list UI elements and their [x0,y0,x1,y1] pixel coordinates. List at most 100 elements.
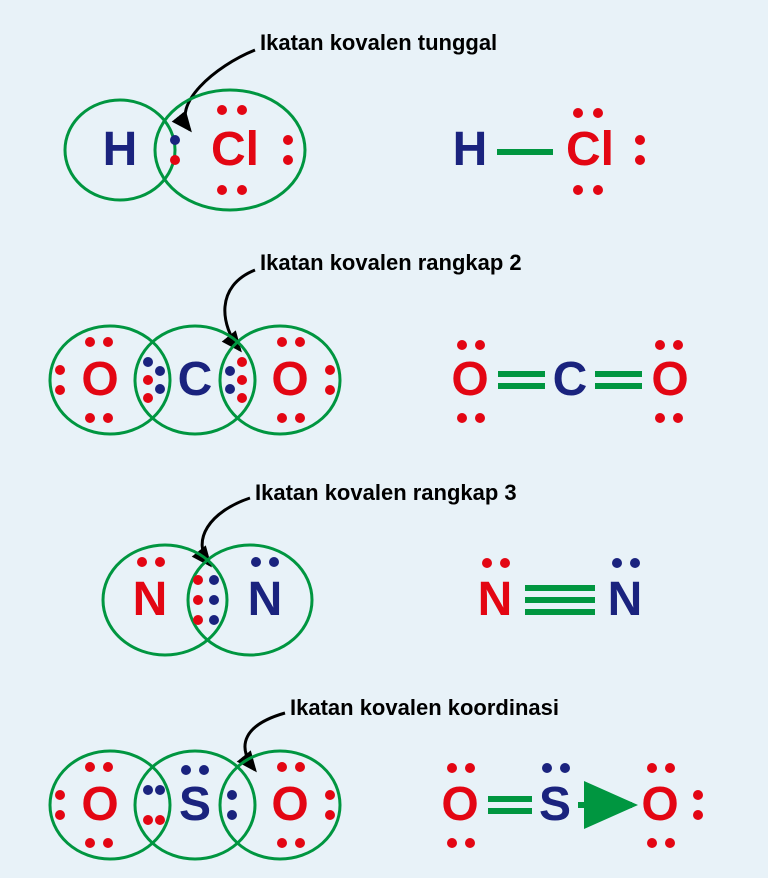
electron-dot [181,765,191,775]
atom-symbol: O [451,356,488,404]
electron-dot [143,393,153,403]
coordinate-bond-arrow [578,793,650,822]
atom-symbol: O [271,356,308,404]
electron-dot [612,558,622,568]
atom-symbol: N [478,576,513,624]
section-title: Ikatan kovalen koordinasi [290,695,559,721]
atom-symbol: N [608,576,643,624]
electron-dot [560,763,570,773]
electron-dot [55,810,65,820]
electron-dot [143,357,153,367]
electron-dot [673,413,683,423]
electron-dot [237,357,247,367]
electron-dot [251,557,261,567]
electron-dot [209,575,219,585]
double-bond-line [595,371,642,377]
electron-dot [155,366,165,376]
electron-dot [693,790,703,800]
electron-dot [199,765,209,775]
electron-dot [103,762,113,772]
electron-dot [593,185,603,195]
double-bond-line [488,796,532,802]
electron-dot [295,337,305,347]
electron-dot [85,337,95,347]
electron-dot [593,108,603,118]
electron-dot [457,340,467,350]
electron-dot [143,815,153,825]
electron-dot [155,815,165,825]
electron-dot [325,385,335,395]
electron-dot [277,337,287,347]
electron-dot [277,762,287,772]
electron-dot [155,557,165,567]
electron-dot [269,557,279,567]
single-bond [497,149,553,155]
electron-dot [237,393,247,403]
diagram-canvas: Ikatan kovalen tunggal HClHClIkatan kova… [0,0,768,878]
electron-dot [55,790,65,800]
electron-dot [693,810,703,820]
triple-bond-line [525,609,595,615]
double-bond-line [498,383,545,389]
electron-dot [665,838,675,848]
electron-dot [227,790,237,800]
atom-symbol: N [133,576,168,624]
atom-symbol: C [178,356,213,404]
electron-dot [500,558,510,568]
electron-dot [155,785,165,795]
electron-dot [465,763,475,773]
section-title: Ikatan kovalen rangkap 2 [260,250,522,276]
electron-dot [295,413,305,423]
atom-symbol: H [103,126,138,174]
electron-dot [647,838,657,848]
atom-symbol: O [81,781,118,829]
atom-symbol: O [271,781,308,829]
electron-dot [573,185,583,195]
electron-dot [193,615,203,625]
electron-dot [447,838,457,848]
electron-dot [457,413,467,423]
electron-dot [277,838,287,848]
double-bond-line [498,371,545,377]
electron-dot [217,185,227,195]
atom-symbol: Cl [566,126,614,174]
electron-dot [655,340,665,350]
electron-dot [137,557,147,567]
atom-symbol: O [441,781,478,829]
electron-dot [665,763,675,773]
electron-dot [325,810,335,820]
electron-dot [542,763,552,773]
triple-bond-line [525,585,595,591]
electron-dot [170,155,180,165]
electron-dot [103,337,113,347]
electron-dot [635,135,645,145]
electron-dot [447,763,457,773]
electron-dot [55,385,65,395]
electron-dot [295,838,305,848]
electron-dot [193,575,203,585]
electron-dot [103,838,113,848]
electron-dot [227,810,237,820]
electron-dot [237,375,247,385]
electron-dot [475,413,485,423]
electron-dot [143,785,153,795]
electron-dot [237,185,247,195]
section-title: Ikatan kovalen tunggal [260,30,497,56]
electron-dot [225,366,235,376]
electron-dot [217,105,227,115]
atom-symbol: C [553,356,588,404]
atom-symbol: S [539,781,571,829]
electron-dot [155,384,165,394]
electron-dot [655,413,665,423]
atom-symbol: N [248,576,283,624]
electron-dot [630,558,640,568]
electron-dot [465,838,475,848]
atom-symbol: O [81,356,118,404]
electron-dot [573,108,583,118]
electron-dot [193,595,203,605]
electron-dot [85,762,95,772]
atom-symbol: H [453,126,488,174]
electron-dot [283,155,293,165]
electron-dot [647,763,657,773]
atom-symbol: O [651,356,688,404]
